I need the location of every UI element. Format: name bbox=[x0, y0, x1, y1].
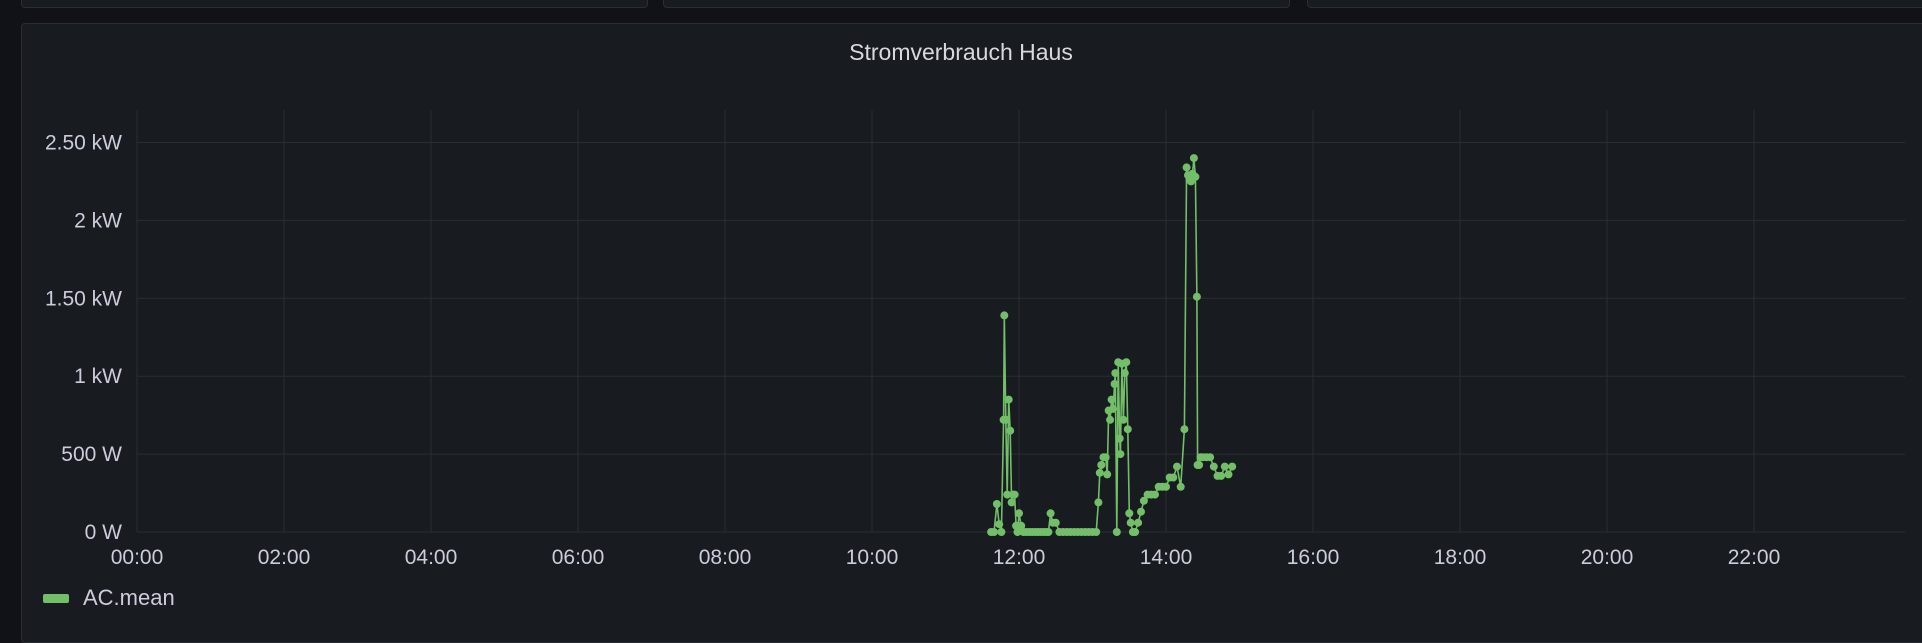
top-panel-middle[interactable] bbox=[663, 0, 1290, 8]
data-point bbox=[1097, 461, 1106, 469]
data-point bbox=[1017, 521, 1026, 530]
data-point bbox=[997, 528, 1006, 536]
data-point bbox=[1092, 528, 1101, 536]
data-point bbox=[1051, 518, 1060, 527]
data-point bbox=[1125, 509, 1134, 518]
x-tick-label: 06:00 bbox=[552, 546, 605, 569]
data-point bbox=[1107, 395, 1116, 404]
data-point bbox=[990, 528, 998, 536]
data-point bbox=[1116, 450, 1125, 459]
data-point bbox=[1006, 426, 1015, 435]
data-point bbox=[1120, 369, 1129, 378]
y-tick-label: 2 kW bbox=[74, 209, 122, 232]
data-point bbox=[1224, 470, 1233, 479]
data-point bbox=[992, 500, 1001, 508]
data-point bbox=[1010, 490, 1019, 499]
data-point bbox=[1220, 462, 1229, 471]
data-point bbox=[1044, 528, 1053, 536]
data-point bbox=[1123, 425, 1132, 434]
data-point bbox=[1119, 415, 1128, 424]
data-point bbox=[1106, 415, 1115, 424]
x-tick-label: 12:00 bbox=[993, 546, 1046, 569]
data-point bbox=[1139, 496, 1148, 505]
legend[interactable]: AC.mean bbox=[43, 583, 175, 613]
data-point bbox=[1209, 462, 1218, 471]
data-point bbox=[1169, 473, 1178, 482]
data-point bbox=[995, 520, 1004, 529]
data-point bbox=[1003, 490, 1012, 499]
y-tick-label: 2.50 kW bbox=[45, 132, 122, 155]
data-point bbox=[1131, 528, 1140, 536]
y-tick-label: 500 W bbox=[61, 443, 122, 466]
data-point bbox=[1173, 462, 1181, 471]
data-point bbox=[1126, 518, 1135, 527]
data-point bbox=[1103, 470, 1112, 479]
data-point bbox=[1004, 395, 1013, 404]
x-tick-label: 02:00 bbox=[258, 546, 311, 569]
data-point bbox=[1217, 471, 1226, 480]
data-point bbox=[1013, 528, 1022, 536]
data-point bbox=[1115, 434, 1124, 443]
data-point bbox=[1101, 453, 1110, 462]
series-line bbox=[991, 157, 1233, 533]
data-point bbox=[1192, 292, 1201, 301]
x-tick-label: 16:00 bbox=[1287, 546, 1340, 569]
data-point bbox=[1176, 482, 1185, 491]
data-point bbox=[1111, 369, 1120, 378]
y-tick-label: 1 kW bbox=[74, 365, 122, 388]
data-point bbox=[1189, 154, 1198, 163]
panel-title[interactable]: Stromverbrauch Haus bbox=[849, 39, 1073, 65]
line-chart: 00:00 02:00 04:00 06:00 08:00 10:00 12:00 14:00… bbox=[45, 110, 1905, 569]
data-point bbox=[1191, 172, 1200, 181]
legend-swatch bbox=[43, 593, 69, 603]
data-point bbox=[1109, 404, 1118, 413]
data-point bbox=[1195, 461, 1204, 469]
data-point bbox=[1095, 468, 1104, 477]
data-point bbox=[1162, 482, 1170, 491]
x-tick-label: 20:00 bbox=[1581, 546, 1634, 569]
data-point bbox=[1180, 425, 1189, 434]
data-point bbox=[1000, 311, 1009, 320]
data-point bbox=[1122, 358, 1131, 367]
data-point bbox=[1137, 507, 1145, 516]
y-tick-label: 0 W bbox=[85, 521, 123, 544]
data-point bbox=[1007, 498, 1016, 507]
data-point bbox=[1134, 518, 1143, 527]
legend-label[interactable]: AC.mean bbox=[83, 585, 175, 610]
data-point bbox=[1001, 415, 1010, 424]
data-point bbox=[1206, 453, 1215, 462]
chart-panel[interactable] bbox=[21, 23, 1922, 643]
data-point bbox=[1182, 163, 1191, 172]
data-point bbox=[1112, 528, 1121, 536]
x-tick-label: 10:00 bbox=[846, 546, 899, 569]
x-tick-label: 18:00 bbox=[1434, 546, 1487, 569]
data-point bbox=[1015, 509, 1023, 518]
x-tick-label: 04:00 bbox=[405, 546, 458, 569]
x-tick-label: 00:00 bbox=[111, 546, 164, 569]
top-panel-left[interactable] bbox=[21, 0, 648, 8]
y-tick-label: 1.50 kW bbox=[45, 287, 122, 310]
x-tick-label: 14:00 bbox=[1140, 546, 1193, 569]
data-point bbox=[1151, 490, 1159, 499]
top-panel-right[interactable] bbox=[1307, 0, 1922, 8]
x-tick-label: 08:00 bbox=[699, 546, 752, 569]
data-point bbox=[1228, 462, 1237, 471]
data-point bbox=[1094, 498, 1103, 507]
x-tick-label: 22:00 bbox=[1728, 546, 1781, 569]
data-point bbox=[1046, 509, 1055, 518]
data-point bbox=[1110, 380, 1119, 388]
